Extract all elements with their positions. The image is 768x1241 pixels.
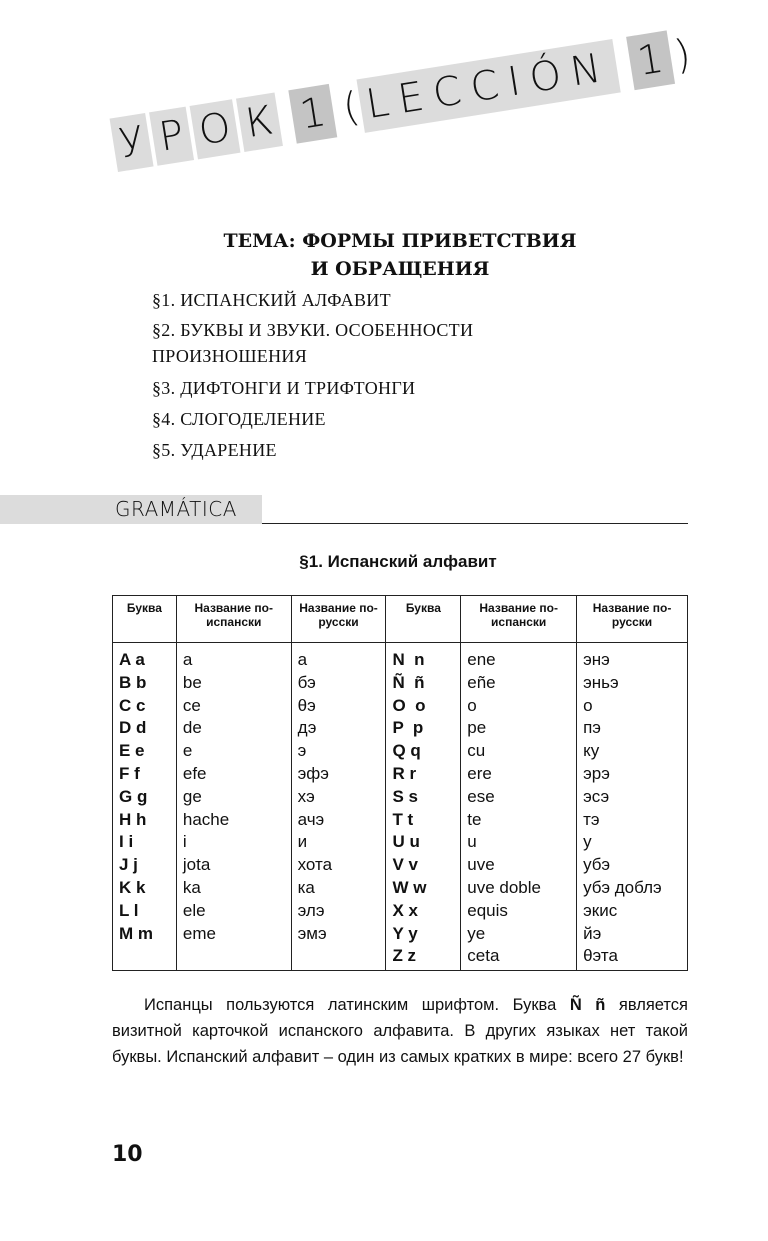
title-letter: К (235, 92, 283, 152)
page-number: 10 (112, 1142, 143, 1167)
section-title: §1. Испанский алфавит (299, 552, 497, 571)
title-number: 1 (625, 30, 676, 91)
russian-names-column: энэ эньэ о пэ ку эрэ эсэ тэ у убэ убэ до… (576, 642, 688, 971)
russian-names-column: а бэ θэ дэ э эфэ хэ ачэ и хота ка элэ эм… (290, 642, 387, 971)
header-letter: Буква (112, 595, 177, 643)
header-russian: Название по-русски (576, 595, 688, 643)
letters-column: N n Ñ ñ O o P p Q q R r S s T t U u V v … (385, 642, 462, 971)
toc-item: §1. ИСПАНСКИЙ АЛФАВИТ (152, 290, 391, 310)
toc-item: ПРОИЗНОШЕНИЯ (152, 346, 308, 366)
header-letter: Буква (385, 595, 462, 643)
spanish-names-column: a be ce de e efe ge hache i jota ka ele … (175, 642, 292, 971)
alphabet-table: Буква Название по-испански Название по-р… (112, 595, 688, 971)
theme-heading: ТЕМА: ФОРМЫ ПРИВЕТСТВИЯ (223, 230, 577, 252)
lesson-title: У Р О К 1 ( LECCIÓN 1 ) (109, 27, 697, 172)
section-band: GRAMÁTICA (0, 495, 262, 524)
title-number: 1 (288, 83, 338, 144)
toc-item: §2. БУКВЫ И ЗВУКИ. ОСОБЕННОСТИ (152, 320, 474, 340)
toc-item: §5. УДАРЕНИЕ (152, 440, 277, 460)
letters-column: A a B b C c D d E e F f G g H h I i J j … (112, 642, 177, 971)
title-letter: У (109, 112, 154, 172)
paragraph-text: является визитной карточкой испанского а… (112, 996, 688, 1066)
header-spanish: Название по-испански (175, 595, 292, 643)
title-letter: Р (149, 106, 194, 166)
header-spanish: Название по-испански (460, 595, 578, 643)
divider (262, 523, 688, 524)
header-russian: Название по-русски (290, 595, 387, 643)
body-paragraph: Испанцы пользуются латинским шрифтом. Бу… (112, 992, 688, 1070)
title-leccion: LECCIÓN (356, 39, 621, 133)
title-letter: О (189, 99, 241, 160)
paragraph-bold-letter: Ñ ñ (569, 996, 606, 1014)
toc-item: §3. ДИФТОНГИ И ТРИФТОНГИ (152, 378, 416, 398)
title-paren: ) (671, 31, 694, 80)
theme-heading: И ОБРАЩЕНИЯ (310, 258, 490, 280)
paragraph-text: Испанцы пользуются латинским шрифтом. Бу… (144, 996, 570, 1014)
toc-item: §4. СЛОГОДЕЛЕНИЕ (152, 409, 326, 429)
spanish-names-column: ene eñe o pe cu ere ese te u uve uve dob… (460, 642, 578, 971)
section-label: GRAMÁTICA (115, 497, 237, 521)
